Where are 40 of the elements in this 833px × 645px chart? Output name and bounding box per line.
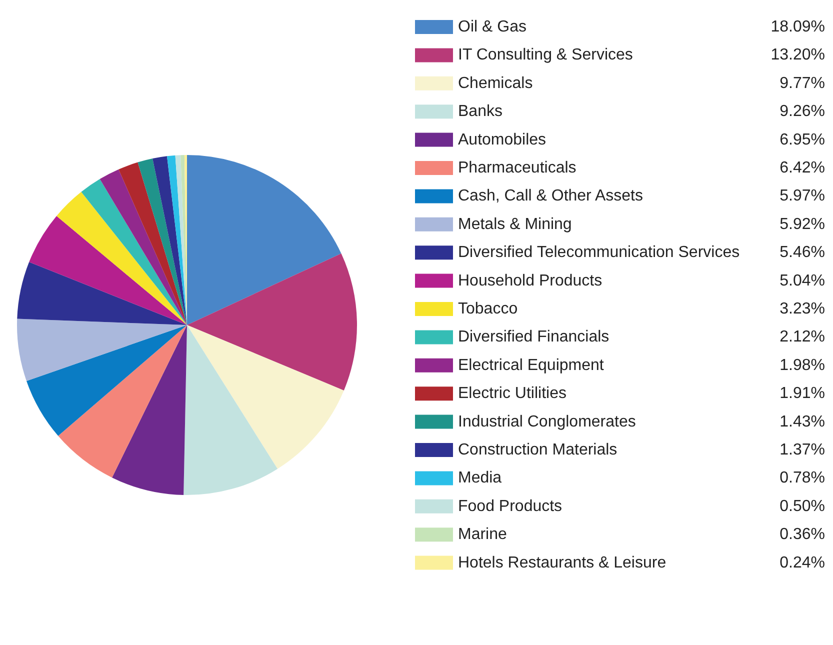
legend-label: Diversified Financials <box>458 328 610 346</box>
data-label: 9.26% <box>780 103 825 120</box>
data-label: 0.78% <box>780 470 825 487</box>
legend-label: Chemicals <box>458 74 533 92</box>
legend-label: Media <box>458 470 502 487</box>
legend-label: Banks <box>458 103 502 120</box>
data-label: 0.50% <box>780 498 825 515</box>
legend-label: Household Products <box>458 272 602 290</box>
legend-label: Construction Materials <box>458 442 618 458</box>
data-label: 6.42% <box>780 160 825 176</box>
data-label: 18.09% <box>770 18 825 36</box>
legend-label: Diversified Telecommunication Services <box>458 244 740 262</box>
data-label: 9.77% <box>780 74 825 92</box>
data-label: 0.24% <box>780 554 825 572</box>
legend-label: Electric Utilities <box>458 385 566 402</box>
legend-label: Tobacco <box>458 300 518 318</box>
legend-label: Marine <box>458 526 508 544</box>
data-label: 3.23% <box>780 300 825 318</box>
data-label: 5.97% <box>780 188 825 205</box>
legend-label: Cash, Call & Other Assets <box>458 188 643 205</box>
legend-label: Oil & Gas <box>458 18 526 36</box>
legend-label: Food Products <box>458 498 562 515</box>
legend-label: Metals & Mining <box>458 216 572 233</box>
data-label: 2.12% <box>780 328 825 346</box>
legend-label: Industrial Conglomerates <box>458 413 636 430</box>
legend-label: Electrical Equipment <box>458 356 604 374</box>
legend-label: Pharmaceuticals <box>458 160 576 176</box>
data-label: 5.46% <box>780 244 825 262</box>
data-label: 5.92% <box>780 216 825 233</box>
data-label: 1.91% <box>780 385 825 402</box>
legend-label: IT Consulting & Services <box>458 46 633 64</box>
legend-label: Automobiles <box>458 131 546 148</box>
data-label: 1.43% <box>780 413 825 430</box>
data-label: 1.37% <box>780 442 825 458</box>
data-label: 6.95% <box>780 131 825 148</box>
legend-label: Hotels Restaurants & Leisure <box>458 554 666 572</box>
data-label: 5.04% <box>780 272 825 290</box>
data-label: 1.98% <box>780 356 825 374</box>
data-label: 13.20% <box>770 46 825 64</box>
data-label: 0.36% <box>780 526 825 544</box>
